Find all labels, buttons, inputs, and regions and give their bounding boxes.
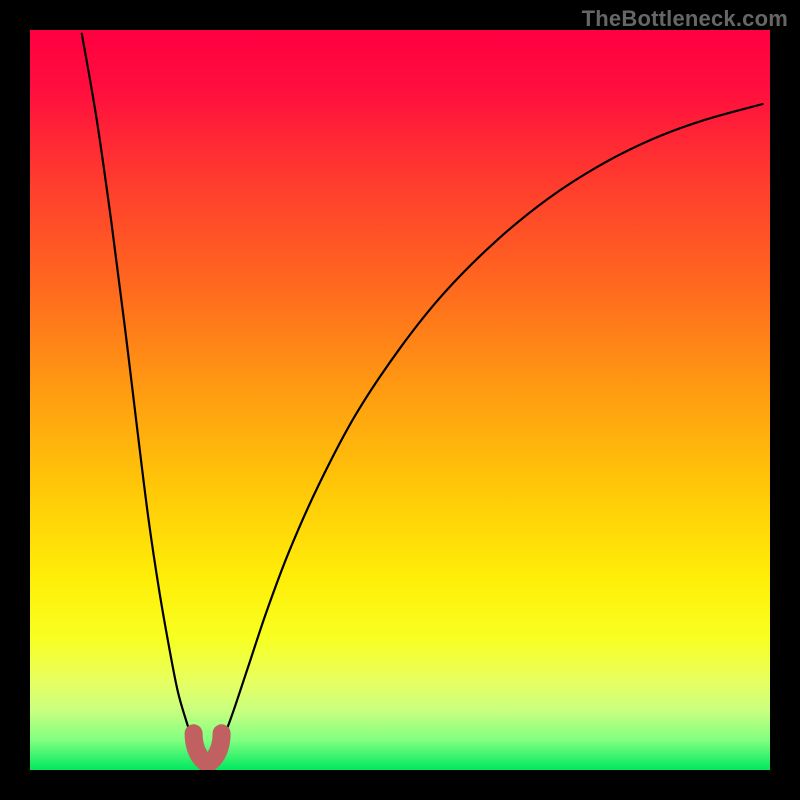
chart-background [30, 30, 770, 770]
watermark-text: TheBottleneck.com [582, 6, 788, 32]
bottleneck-chart [30, 30, 770, 770]
chart-frame: TheBottleneck.com [0, 0, 800, 800]
